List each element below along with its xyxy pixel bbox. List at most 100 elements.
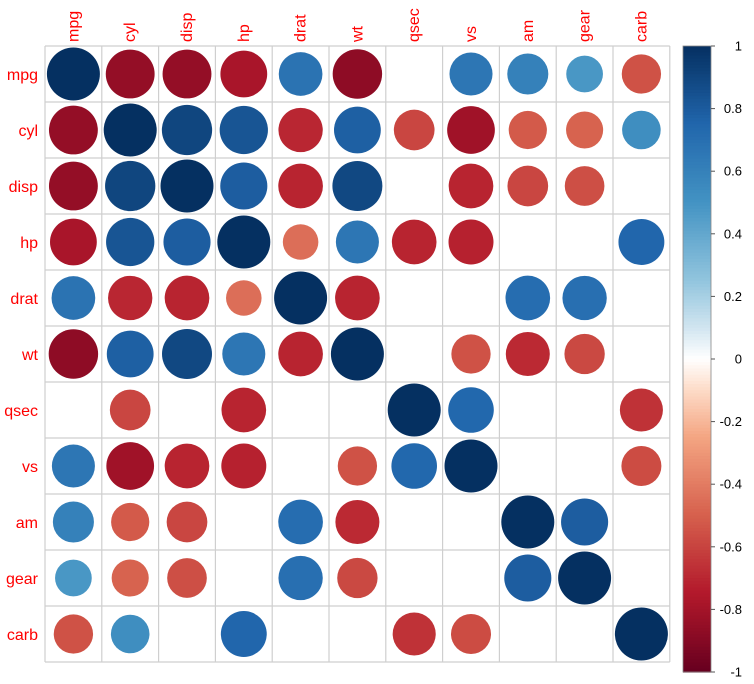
- colorbar-segment: [683, 146, 711, 150]
- colorbar-segment: [683, 327, 711, 332]
- colorbar-segment: [683, 164, 711, 169]
- colorbar-segment: [683, 130, 711, 135]
- colorbar-segment: [683, 283, 711, 288]
- corr-circle-hp-cyl: [106, 217, 155, 267]
- corr-circle-hp-qsec: [391, 219, 437, 265]
- colorbar-segment: [683, 528, 711, 532]
- corr-circle-hp-drat: [282, 224, 319, 260]
- corr-circle-drat-hp: [226, 280, 262, 316]
- colorbar-segment: [683, 202, 711, 207]
- colorbar-segment: [683, 368, 711, 373]
- colorbar-segment: [683, 471, 711, 476]
- corr-circle-qsec-qsec: [387, 383, 441, 437]
- colorbar-segment: [683, 418, 711, 423]
- colorbar-segment: [683, 656, 711, 661]
- colorbar-segment: [683, 280, 711, 285]
- corr-circle-hp-carb: [618, 219, 665, 265]
- colorbar-segment: [683, 571, 711, 576]
- corr-circle-carb-carb: [614, 607, 668, 661]
- corr-circle-hp-hp: [217, 215, 271, 269]
- colorbar-segment: [683, 540, 711, 545]
- corr-circle-am-drat: [278, 499, 323, 545]
- corr-circle-disp-wt: [332, 161, 383, 211]
- row-label-drat: drat: [10, 291, 38, 308]
- colorbar-segment: [683, 246, 711, 251]
- colorbar-segment: [683, 352, 711, 357]
- colorbar-segment: [683, 227, 711, 232]
- colorbar-segment: [683, 596, 711, 601]
- corr-circle-vs-carb: [621, 445, 662, 487]
- colorbar-segment: [683, 549, 711, 554]
- colorbar-segment: [683, 427, 711, 432]
- colorbar-segment: [683, 609, 711, 614]
- row-label-wt: wt: [21, 347, 39, 364]
- colorbar-segment: [683, 384, 711, 388]
- corr-circle-disp-gear: [564, 166, 605, 206]
- colorbar-tick-label: -1: [730, 665, 742, 680]
- colorbar-segment: [683, 196, 711, 200]
- corr-circle-disp-drat: [278, 163, 323, 209]
- colorbar-segment: [683, 117, 711, 122]
- colorbar-segment: [683, 543, 711, 548]
- colorbar-segment: [683, 158, 711, 163]
- corr-circle-wt-cyl: [106, 330, 154, 378]
- colorbar-segment: [683, 67, 711, 72]
- colorbar-segment: [683, 211, 711, 216]
- colorbar-segment: [683, 578, 711, 582]
- corr-circle-gear-cyl: [111, 559, 149, 597]
- colorbar-segment: [683, 305, 711, 310]
- colorbar-segment: [683, 640, 711, 645]
- colorbar-segment: [683, 268, 711, 272]
- corr-circle-drat-cyl: [108, 275, 153, 321]
- colorbar-segment: [683, 362, 711, 366]
- colorbar-segment: [683, 143, 711, 147]
- colorbar-segment: [683, 308, 711, 313]
- corr-circle-am-disp: [166, 501, 208, 543]
- colorbar-segment: [683, 318, 711, 323]
- colorbar-segment: [683, 83, 711, 88]
- colorbar-segment: [683, 502, 711, 507]
- corr-circle-disp-am: [507, 165, 549, 207]
- colorbar-segment: [683, 86, 711, 91]
- colorbar-tick-label: -0.4: [720, 477, 742, 492]
- colorbar-segment: [683, 359, 711, 363]
- colorbar-segment: [683, 437, 711, 441]
- corr-circle-cyl-hp: [219, 105, 268, 155]
- colorbar-segment: [683, 240, 711, 244]
- colorbar-segment: [683, 296, 711, 301]
- corr-circle-am-wt: [335, 499, 380, 545]
- colorbar-segment: [683, 149, 711, 154]
- corr-circle-hp-vs: [448, 219, 494, 265]
- colorbar-segment: [683, 637, 711, 642]
- corr-circle-cyl-carb: [622, 110, 661, 150]
- colorbar-segment: [683, 593, 711, 598]
- corr-circle-hp-disp: [163, 218, 211, 266]
- corr-circle-cyl-qsec: [393, 109, 435, 151]
- colorbar-segment: [683, 650, 711, 654]
- colorbar-segment: [683, 518, 711, 523]
- colorbar-segment: [683, 215, 711, 219]
- corr-circle-drat-am: [505, 275, 551, 321]
- corr-circle-drat-disp: [164, 275, 210, 321]
- colorbar-segment: [683, 193, 711, 197]
- colorbar-segment: [683, 474, 711, 479]
- colorbar-segment: [683, 174, 711, 179]
- colorbar-segment: [683, 590, 711, 595]
- col-label-drat: drat: [293, 14, 310, 42]
- colorbar-segment: [683, 424, 711, 429]
- colorbar-segment: [683, 108, 711, 113]
- colorbar-tick-label: 0.8: [724, 101, 742, 116]
- colorbar-segment: [683, 374, 711, 379]
- colorbar-segment: [683, 205, 711, 210]
- corr-circle-wt-mpg: [48, 329, 99, 379]
- colorbar-segment: [683, 58, 711, 63]
- corr-circle-gear-mpg: [55, 559, 92, 597]
- colorbar-segment: [683, 396, 711, 401]
- corr-circle-mpg-carb: [621, 54, 662, 94]
- corr-circle-mpg-vs: [449, 52, 493, 96]
- colorbar-segment: [683, 189, 711, 194]
- colorbar-segment: [683, 233, 711, 238]
- colorbar-segment: [683, 71, 711, 75]
- corr-circle-qsec-carb: [619, 388, 663, 432]
